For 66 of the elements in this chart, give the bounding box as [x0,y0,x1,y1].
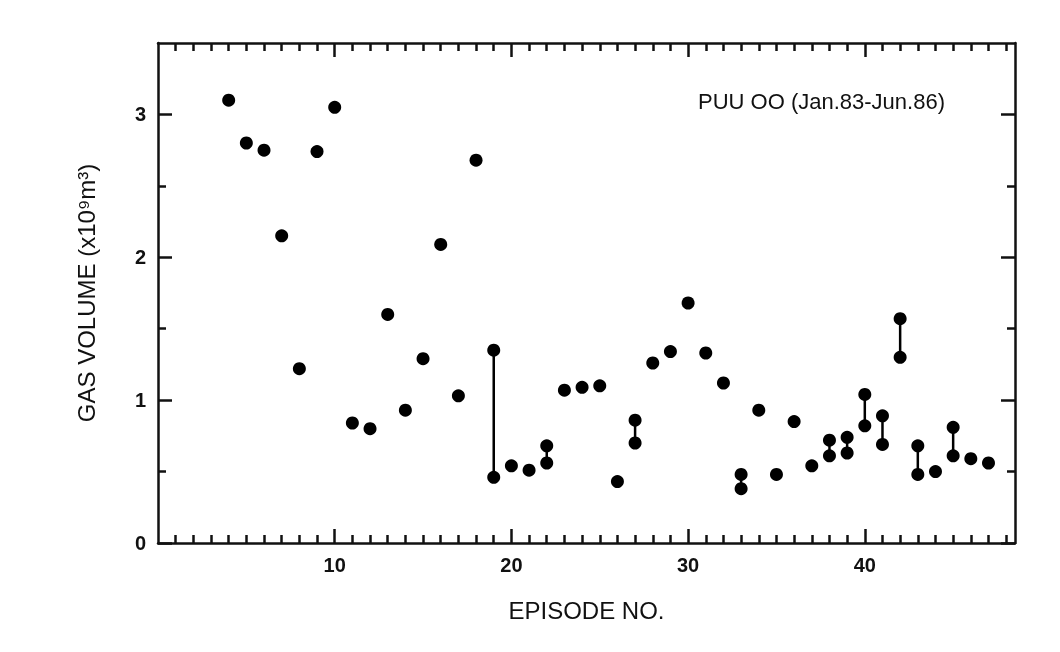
point [487,343,501,357]
point [381,307,395,321]
point [487,470,501,484]
point [540,439,554,453]
x-tick-label: 40 [853,554,876,576]
point [858,387,872,401]
point [929,465,942,479]
point [858,419,872,433]
point [982,456,995,470]
point [540,456,554,470]
point [628,436,642,450]
point [663,345,677,359]
point [610,475,624,489]
y-axis-title: GAS VOLUME (x10⁹m³) [72,163,100,423]
point [769,467,783,481]
point [716,376,730,390]
point [911,467,925,481]
point [257,143,271,157]
point [893,350,907,364]
y-tick-label: 1 [134,389,146,412]
y-tick-label: 0 [134,532,146,554]
point [734,482,748,496]
point [911,439,925,453]
point [681,296,695,310]
point [964,452,978,466]
point [628,413,642,427]
point [416,352,430,366]
point [469,153,483,167]
point [363,422,377,436]
point [893,312,907,326]
annotation: PUU OO (Jan.83-Jun.86) [698,88,945,114]
point [646,356,660,370]
point [593,379,607,393]
point [239,136,253,150]
point [822,433,836,447]
point [840,446,854,460]
point [504,459,518,473]
point [575,380,589,394]
x-tick-label: 10 [323,554,346,576]
point [822,449,836,463]
point [946,449,960,463]
point [275,229,289,243]
point [699,346,713,360]
point [345,416,359,430]
point [292,362,306,376]
y-tick-label: 2 [134,246,146,269]
point [328,100,342,114]
point [398,403,412,417]
point [734,467,748,481]
x-tick-label: 20 [500,554,523,576]
point [805,459,819,473]
point [451,389,465,403]
point [752,403,766,417]
point [310,145,324,159]
point [946,420,960,434]
point [522,463,536,477]
point [557,383,571,397]
x-axis-title: EPISODE NO. [508,596,665,624]
point [434,237,448,251]
point [222,93,236,107]
point [875,437,889,451]
point [875,409,889,423]
y-tick-label: 3 [134,103,146,126]
point [787,415,801,429]
point [840,430,854,444]
x-tick-label: 30 [676,554,700,576]
